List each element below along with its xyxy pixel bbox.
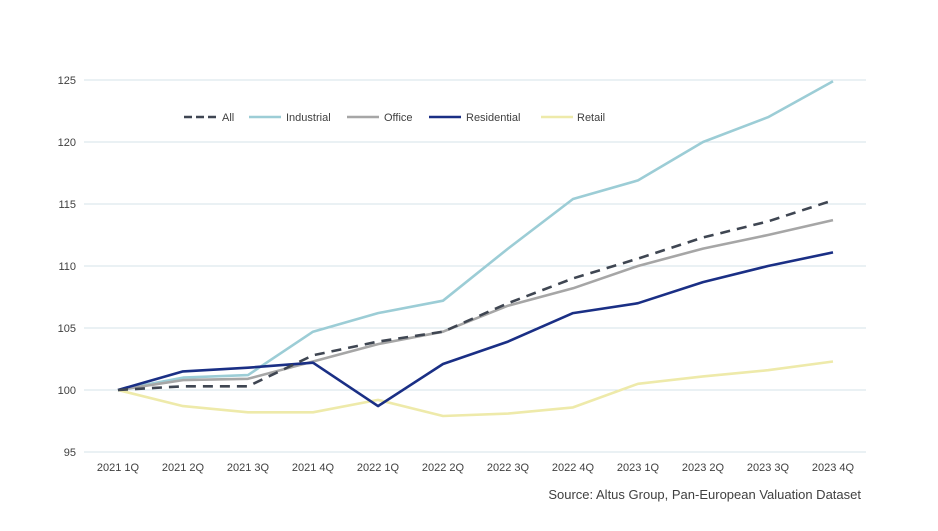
- series-line-office: [117, 218, 834, 392]
- series-line-all: [117, 199, 834, 392]
- x-tick-label: 2021 4Q: [292, 462, 335, 474]
- y-tick-label: 120: [58, 137, 76, 149]
- legend: All Industrial Office Residential Retail: [184, 112, 605, 124]
- series-line-industrial: [117, 80, 834, 392]
- gridlines: [84, 79, 866, 453]
- x-tick-label: 2023 2Q: [682, 462, 725, 474]
- y-tick-label: 125: [58, 75, 76, 87]
- x-tick-label: 2021 2Q: [162, 462, 205, 474]
- y-tick-label: 100: [58, 385, 76, 397]
- series-line-retail: [117, 360, 834, 418]
- y-tick-label: 105: [58, 323, 76, 335]
- x-tick-label: 2023 3Q: [747, 462, 790, 474]
- x-tick-label: 2022 2Q: [422, 462, 465, 474]
- x-tick-label: 2023 4Q: [812, 462, 855, 474]
- legend-label-office: Office: [384, 112, 413, 124]
- y-tick-label: 115: [58, 199, 76, 211]
- y-axis-ticks: 95 100 105 110 115 120 125: [58, 75, 76, 459]
- legend-label-industrial: Industrial: [286, 112, 331, 124]
- legend-label-all: All: [222, 112, 234, 124]
- x-tick-label: 2022 3Q: [487, 462, 530, 474]
- x-tick-label: 2022 4Q: [552, 462, 595, 474]
- x-tick-label: 2023 1Q: [617, 462, 660, 474]
- x-tick-label: 2021 1Q: [97, 462, 140, 474]
- y-tick-label: 110: [58, 261, 76, 273]
- legend-label-retail: Retail: [577, 112, 605, 124]
- x-tick-label: 2021 3Q: [227, 462, 270, 474]
- y-tick-label: 95: [64, 447, 76, 459]
- x-axis-ticks: 2021 1Q 2021 2Q 2021 3Q 2021 4Q 2022 1Q 2022 …: [97, 462, 855, 474]
- series-line-residential: [117, 251, 834, 408]
- x-tick-label: 2022 1Q: [357, 462, 400, 474]
- legend-label-residential: Residential: [466, 112, 520, 124]
- source-note: Source: Altus Group, Pan-European Valuat…: [548, 487, 861, 502]
- series-lines: [117, 80, 834, 418]
